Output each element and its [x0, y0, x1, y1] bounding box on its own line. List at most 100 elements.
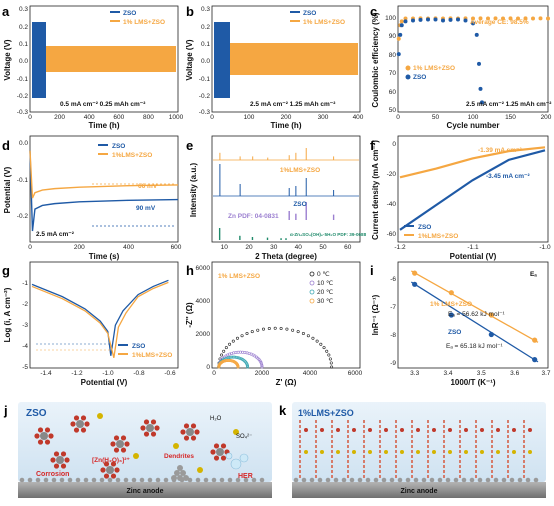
water-molecule-icon: [220, 443, 227, 449]
g-xtick: -1.4: [40, 370, 52, 377]
b-lms-band: [230, 43, 358, 75]
d-ytick: -0.2: [17, 213, 29, 220]
b-xlabel: Time (h): [271, 121, 302, 130]
a-xtick: 200: [54, 114, 65, 121]
j-dendrites: Dendrites: [164, 453, 194, 460]
h-point: [328, 357, 332, 361]
b-ylabel: Voltage (V): [185, 39, 194, 81]
g-xtick: -1.0: [102, 370, 114, 377]
c-yticks: 100 90 80 70 60 50: [385, 15, 396, 114]
i-zso-label: ZSO: [448, 329, 461, 336]
zinc-atom-icon: [163, 477, 169, 483]
chart-e: 1%LMS+ZSO ZSO Zn PDF: 04-0831 α-Zn₄SO₄(O…: [189, 135, 367, 261]
sulfate-icon: [320, 450, 324, 454]
h-xlabel: Z' (Ω): [276, 378, 297, 387]
j-complex: [Zn(H₂O)₆]²⁺: [92, 457, 130, 464]
c-avg-label: Average CE: 98.5%: [470, 19, 529, 26]
water-molecule-icon: [352, 428, 356, 432]
b-zso-band: [214, 22, 230, 98]
c-xticks: 0 50 100 150 200: [396, 114, 552, 121]
i-yticks: -6 -7 -8 -9: [390, 276, 396, 367]
water-molecule-icon: [143, 431, 150, 437]
h-yticks: 6000 4000 2000 0: [196, 265, 211, 371]
f-ytick: -20: [387, 171, 397, 178]
h-point: [285, 327, 289, 331]
c-ytick: 60: [389, 89, 397, 96]
h-ytick: 0: [206, 364, 210, 371]
j-zinc-anode: [18, 482, 272, 498]
c-point-zso: [474, 32, 479, 37]
c-point-lms: [531, 16, 535, 21]
d-xtick: 200: [74, 244, 85, 251]
i-zso-ea: Eₐ = 65.18 kJ mol⁻¹: [446, 343, 503, 350]
sulfate-icon: [173, 443, 179, 449]
a-legend-zso: ZSO: [123, 10, 136, 17]
zinc-atom-icon: [533, 477, 539, 483]
h-point: [225, 358, 229, 362]
c-point-lms: [399, 19, 404, 24]
h-point: [227, 356, 231, 360]
zinc-atom-icon: [469, 477, 475, 483]
h-point: [330, 365, 334, 369]
c-point-zso: [478, 86, 483, 91]
h-point: [246, 364, 250, 368]
zinc-atom-icon: [325, 477, 331, 483]
zinc-atom-icon: [35, 477, 41, 483]
h-point: [291, 328, 295, 332]
zinc-atom-icon: [235, 477, 241, 483]
c-point-zso: [448, 17, 453, 22]
water-molecule-icon: [114, 467, 120, 473]
panel-letter-h: h: [186, 263, 194, 278]
i-xticks: 3.3 3.4 3.5 3.6 3.7: [410, 370, 551, 377]
sulfate-icon: [336, 450, 340, 454]
water-molecule-icon: [34, 433, 40, 439]
h-point: [261, 327, 265, 331]
a-ytick: 0.3: [19, 6, 28, 13]
f-xtick: -1.0: [539, 244, 551, 251]
water-molecule-icon: [368, 428, 372, 432]
c-point-zso: [433, 17, 438, 22]
h-point: [311, 336, 315, 340]
g-xtick: -0.6: [164, 370, 176, 377]
sulfate-icon: [480, 450, 484, 454]
i-ytick: -9: [390, 360, 396, 367]
c-point-zso: [463, 18, 468, 23]
a-xtick: 1000: [169, 114, 184, 121]
c-xtick: 150: [505, 114, 516, 121]
water-molecule-icon: [384, 428, 388, 432]
sulfate-icon: [528, 450, 532, 454]
i-ytick: -8: [390, 332, 396, 339]
c-point-lms: [501, 16, 505, 21]
j-h2o: H₂O: [210, 416, 222, 422]
j-her: HER: [238, 473, 253, 480]
water-molecule-icon: [448, 428, 452, 432]
h-point: [273, 326, 277, 330]
g-ytick: -1: [22, 280, 28, 287]
water-molecule-icon: [496, 428, 500, 432]
sulfate-icon: [304, 450, 308, 454]
h-point: [279, 327, 283, 331]
h-legend: 0 ℃ 10 ℃ 20 ℃ 30 ℃: [309, 271, 334, 305]
i-fit-line: [411, 270, 539, 343]
c-point-lms: [403, 16, 408, 21]
water-molecule-icon: [190, 435, 197, 441]
zinc-atom-icon: [477, 477, 483, 483]
a-xtick: 600: [113, 114, 124, 121]
zinc-atom-icon: [429, 477, 435, 483]
c-point-zso: [456, 17, 460, 22]
e-xticks: 10 20 30 40 50 60: [221, 244, 352, 251]
e-xtick: 40: [295, 244, 303, 251]
zinc-atom-icon: [501, 477, 507, 483]
h-point: [233, 355, 237, 359]
water-molecule-icon: [73, 427, 80, 433]
g-ytick: -5: [22, 364, 28, 371]
zinc-atom-icon: [453, 477, 459, 483]
c-point-zso: [403, 19, 408, 24]
zinc-atom-icon: [509, 477, 515, 483]
h-point: [235, 336, 239, 340]
chart-a: ZSO 1% LMS+ZSO 0.5 mA cm⁻² 0.25 mAh cm⁻²…: [3, 5, 184, 130]
panel-letter-d: d: [2, 138, 10, 153]
water-molecule-icon: [180, 429, 186, 435]
c-xlabel: Cycle number: [447, 121, 500, 130]
water-molecule-icon: [37, 427, 44, 433]
